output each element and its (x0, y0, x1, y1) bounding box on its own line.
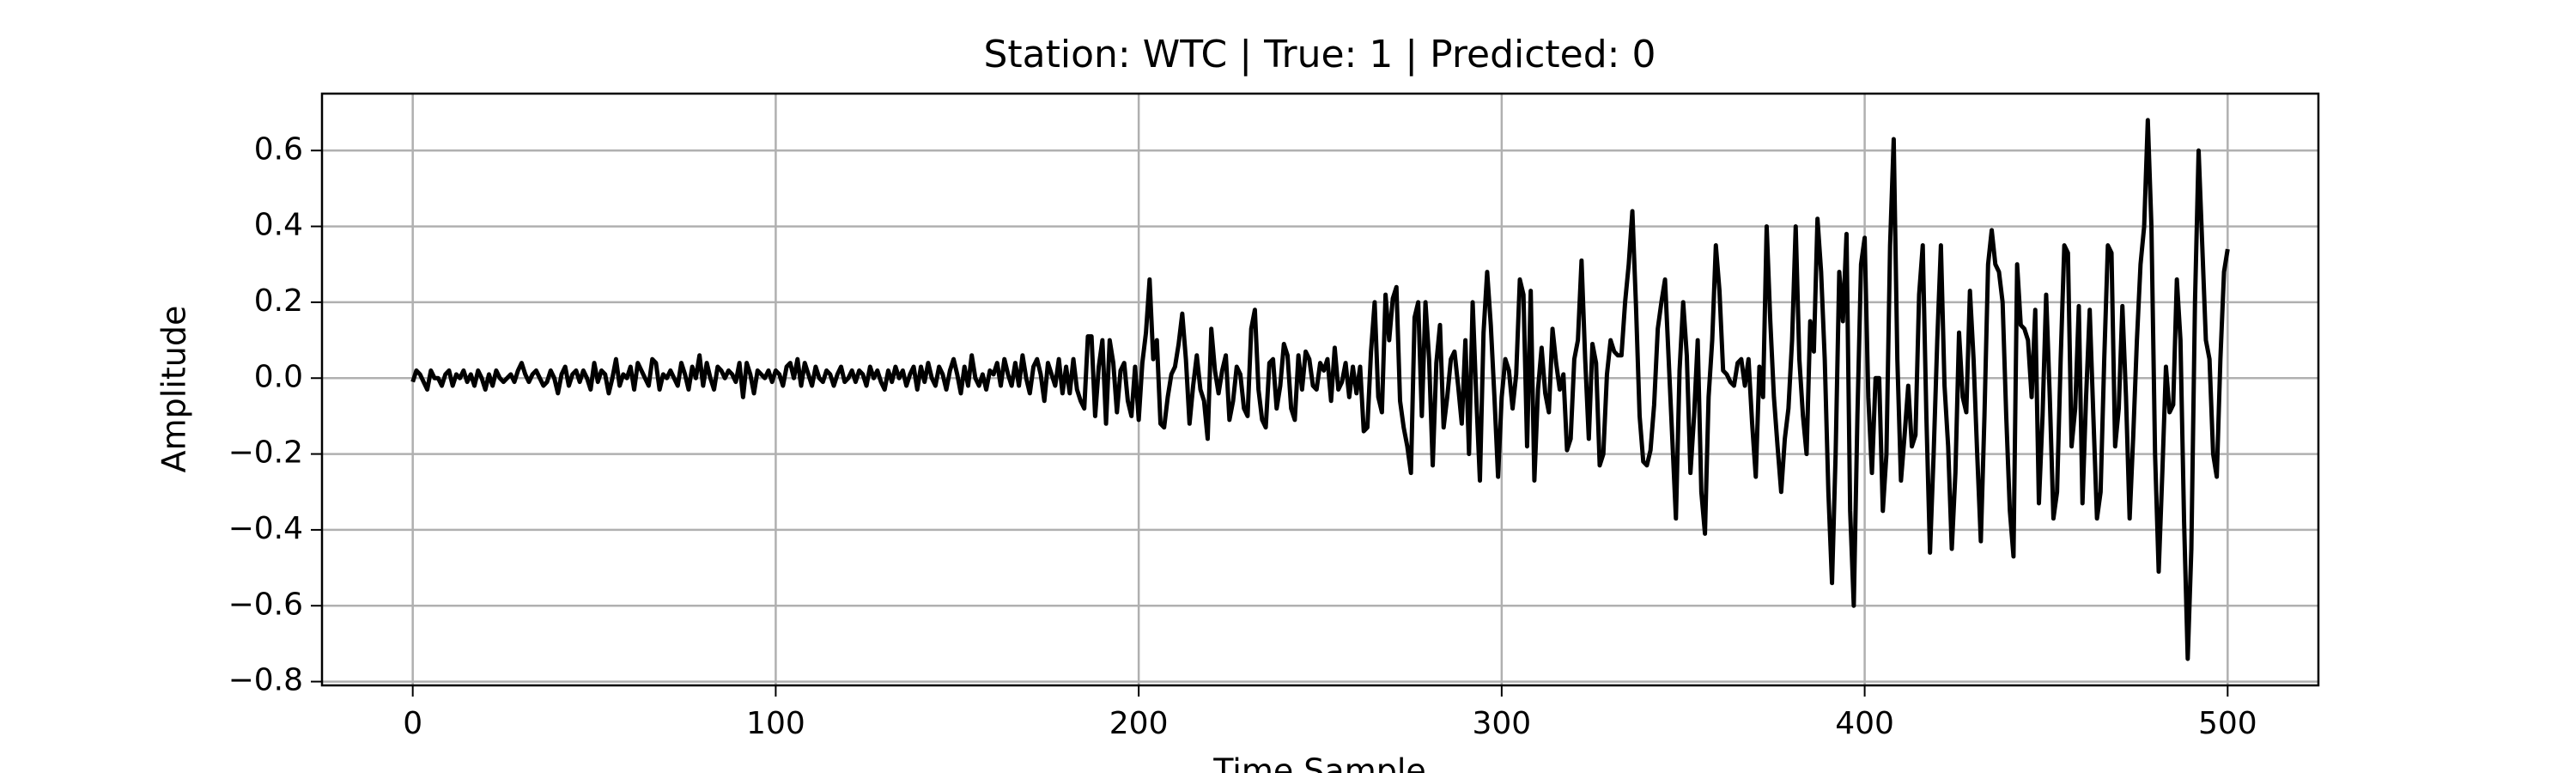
y-tick-label: 0.4 (254, 208, 303, 243)
chart-title: Station: WTC | True: 1 | Predicted: 0 (984, 33, 1656, 76)
plot-frame (320, 92, 2320, 687)
y-tick-label: 0.0 (254, 359, 303, 394)
x-axis-label: Time Sample (1212, 752, 1426, 773)
x-tick-label: 500 (2198, 706, 2257, 741)
x-tick-label: 200 (1109, 706, 1169, 741)
x-tick-label: 100 (746, 706, 805, 741)
y-tick-label: −0.2 (228, 435, 303, 471)
y-tick-label: −0.8 (228, 663, 303, 698)
y-tick-label: −0.4 (228, 511, 303, 546)
y-tick-label: 0.6 (254, 131, 303, 167)
series-line (410, 118, 2230, 661)
y-tick-label: −0.6 (228, 587, 303, 622)
y-tick-label: 0.2 (254, 283, 303, 319)
y-axis-label: Amplitude (155, 306, 193, 473)
x-tick-label: 300 (1473, 706, 1532, 741)
x-tick-label: 0 (403, 706, 422, 741)
x-tick-label: 400 (1835, 706, 1894, 741)
